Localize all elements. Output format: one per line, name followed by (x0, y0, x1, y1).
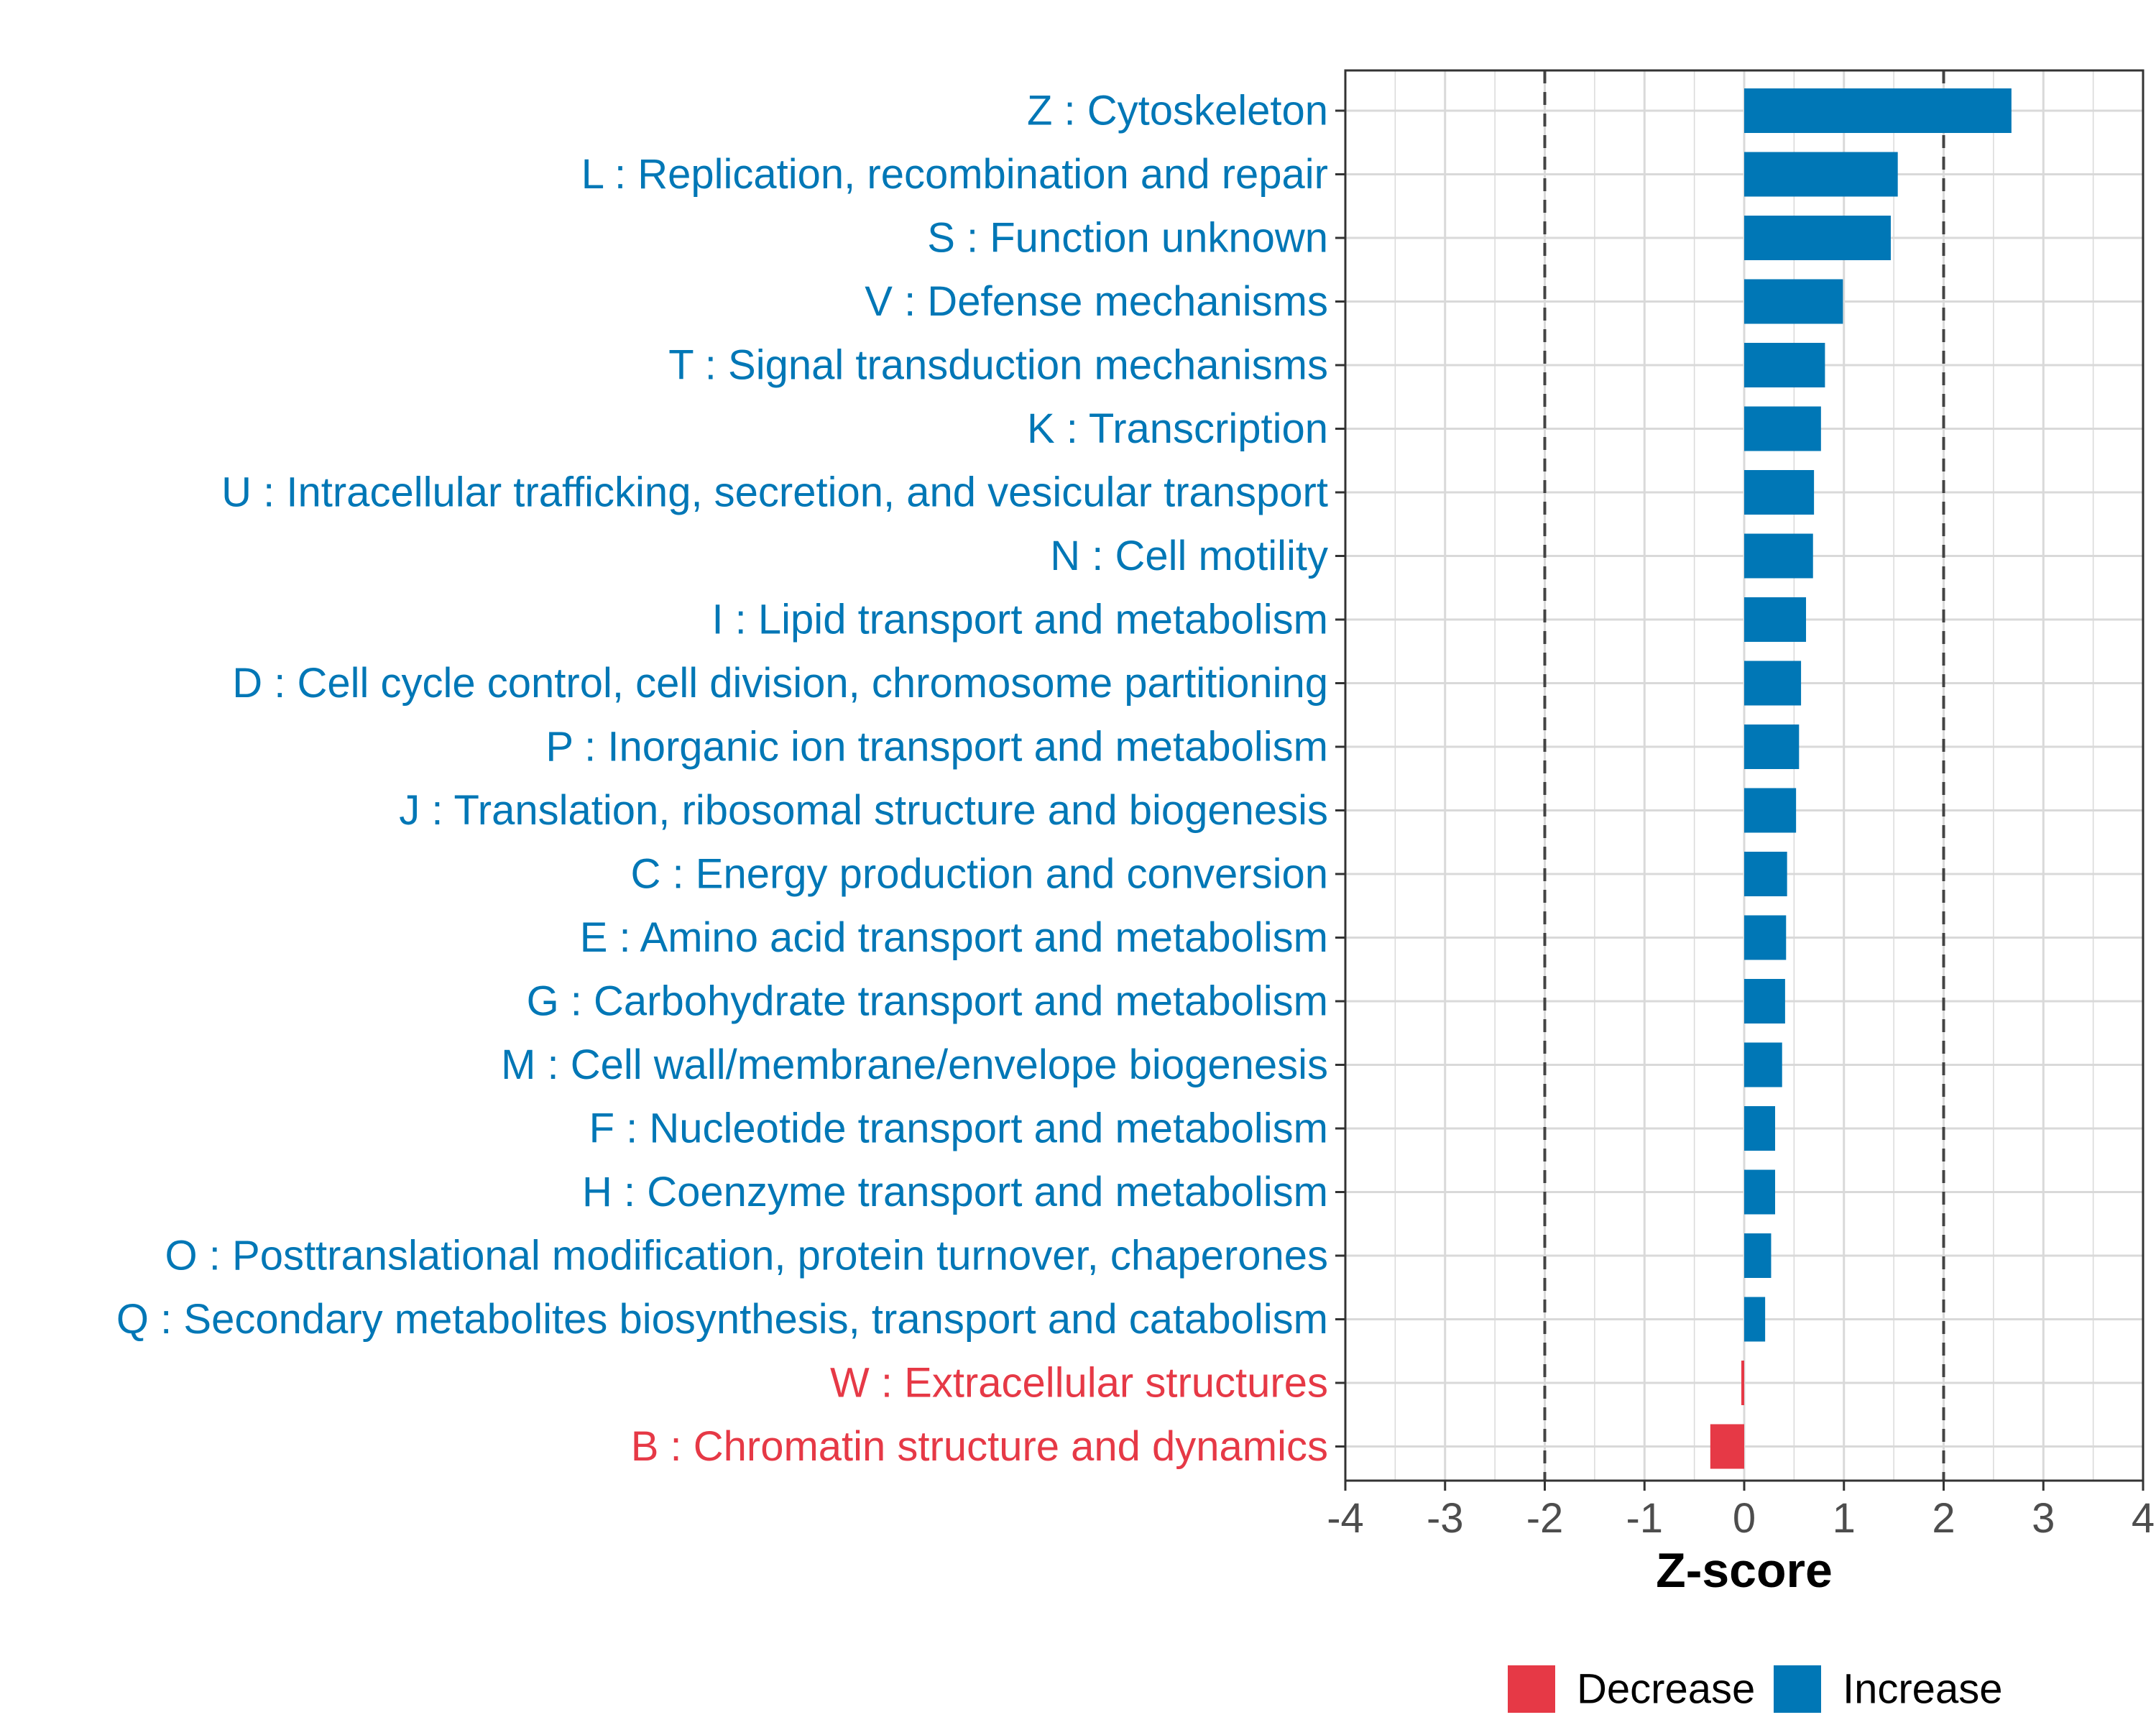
y-axis-ticks (1335, 109, 1345, 1448)
bar (1744, 216, 1891, 260)
category-label: F : Nucleotide transport and metabolism (589, 1105, 1328, 1152)
bar (1744, 597, 1807, 642)
category-label: W : Extracellular structures (830, 1360, 1328, 1407)
category-label: I : Lipid transport and metabolism (711, 597, 1328, 643)
category-label: P : Inorganic ion transport and metaboli… (545, 724, 1328, 770)
legend-swatch (1774, 1665, 1821, 1713)
bar (1744, 661, 1802, 706)
category-label: H : Coenzyme transport and metabolism (582, 1169, 1328, 1215)
category-label: L : Replication, recombination and repai… (581, 151, 1328, 198)
category-label: D : Cell cycle control, cell division, c… (232, 660, 1328, 707)
bar (1744, 88, 2012, 133)
bar (1744, 852, 1787, 896)
bar (1744, 1297, 1766, 1342)
bar (1744, 1169, 1776, 1215)
x-axis-title: Z-score (1656, 1543, 1833, 1598)
x-tick-label: 0 (1733, 1495, 1756, 1542)
bar (1744, 724, 1800, 769)
category-label: Q : Secondary metabolites biosynthesis, … (116, 1296, 1328, 1343)
category-label: T : Signal transduction mechanisms (668, 342, 1328, 389)
x-tick-label: 4 (2132, 1495, 2155, 1542)
bar (1744, 406, 1821, 451)
reference-lines (1543, 70, 1945, 1481)
category-label: Z : Cytoskeleton (1027, 88, 1328, 134)
x-tick-label: 2 (1932, 1495, 1955, 1542)
bars (1710, 88, 2012, 1469)
category-label: B : Chromatin structure and dynamics (631, 1423, 1328, 1470)
legend-swatch (1508, 1665, 1555, 1713)
bar (1744, 1233, 1772, 1278)
bar (1744, 470, 1815, 515)
bar (1744, 343, 1825, 387)
category-label: K : Transcription (1027, 405, 1328, 452)
legend-label: Decrease (1577, 1666, 1755, 1713)
category-label: E : Amino acid transport and metabolism (580, 914, 1328, 961)
category-label: G : Carbohydrate transport and metabolis… (527, 978, 1328, 1025)
bar (1741, 1361, 1744, 1405)
y-axis-labels: Z : Cytoskeleton L : Replication, recombi… (116, 88, 1328, 1471)
x-tick-label: 1 (1833, 1495, 1856, 1542)
x-tick-label: -2 (1526, 1495, 1564, 1542)
x-tick-label: -3 (1427, 1495, 1464, 1542)
bar (1744, 1042, 1782, 1087)
bar (1710, 1424, 1744, 1469)
category-label: C : Energy production and conversion (631, 851, 1328, 898)
category-label: U : Intracellular trafficking, secretion… (221, 469, 1328, 516)
category-label: N : Cell motility (1050, 533, 1328, 579)
bar (1744, 533, 1813, 579)
x-axis-ticks (1344, 1481, 2145, 1491)
x-tick-label: -4 (1327, 1495, 1364, 1542)
bar (1744, 279, 1843, 324)
category-label: V : Defense mechanisms (865, 278, 1328, 325)
bar (1744, 152, 1898, 197)
x-tick-label: -1 (1626, 1495, 1663, 1542)
legend: Decrease Increase (1508, 1665, 2002, 1713)
x-axis-labels: -4 -3 -2 -1 0 1 2 3 4 (1327, 1495, 2155, 1542)
bar (1744, 915, 1787, 960)
category-label: J : Translation, ribosomal structure and… (399, 787, 1328, 834)
category-label: S : Function unknown (927, 215, 1328, 262)
category-label: M : Cell wall/membrane/envelope biogenes… (501, 1041, 1328, 1088)
bar (1744, 788, 1797, 833)
bar (1744, 1106, 1776, 1151)
legend-label: Increase (1843, 1666, 2002, 1713)
x-tick-label: 3 (2032, 1495, 2055, 1542)
category-label: O : Posttranslational modification, prot… (165, 1233, 1328, 1279)
bar (1744, 979, 1785, 1024)
